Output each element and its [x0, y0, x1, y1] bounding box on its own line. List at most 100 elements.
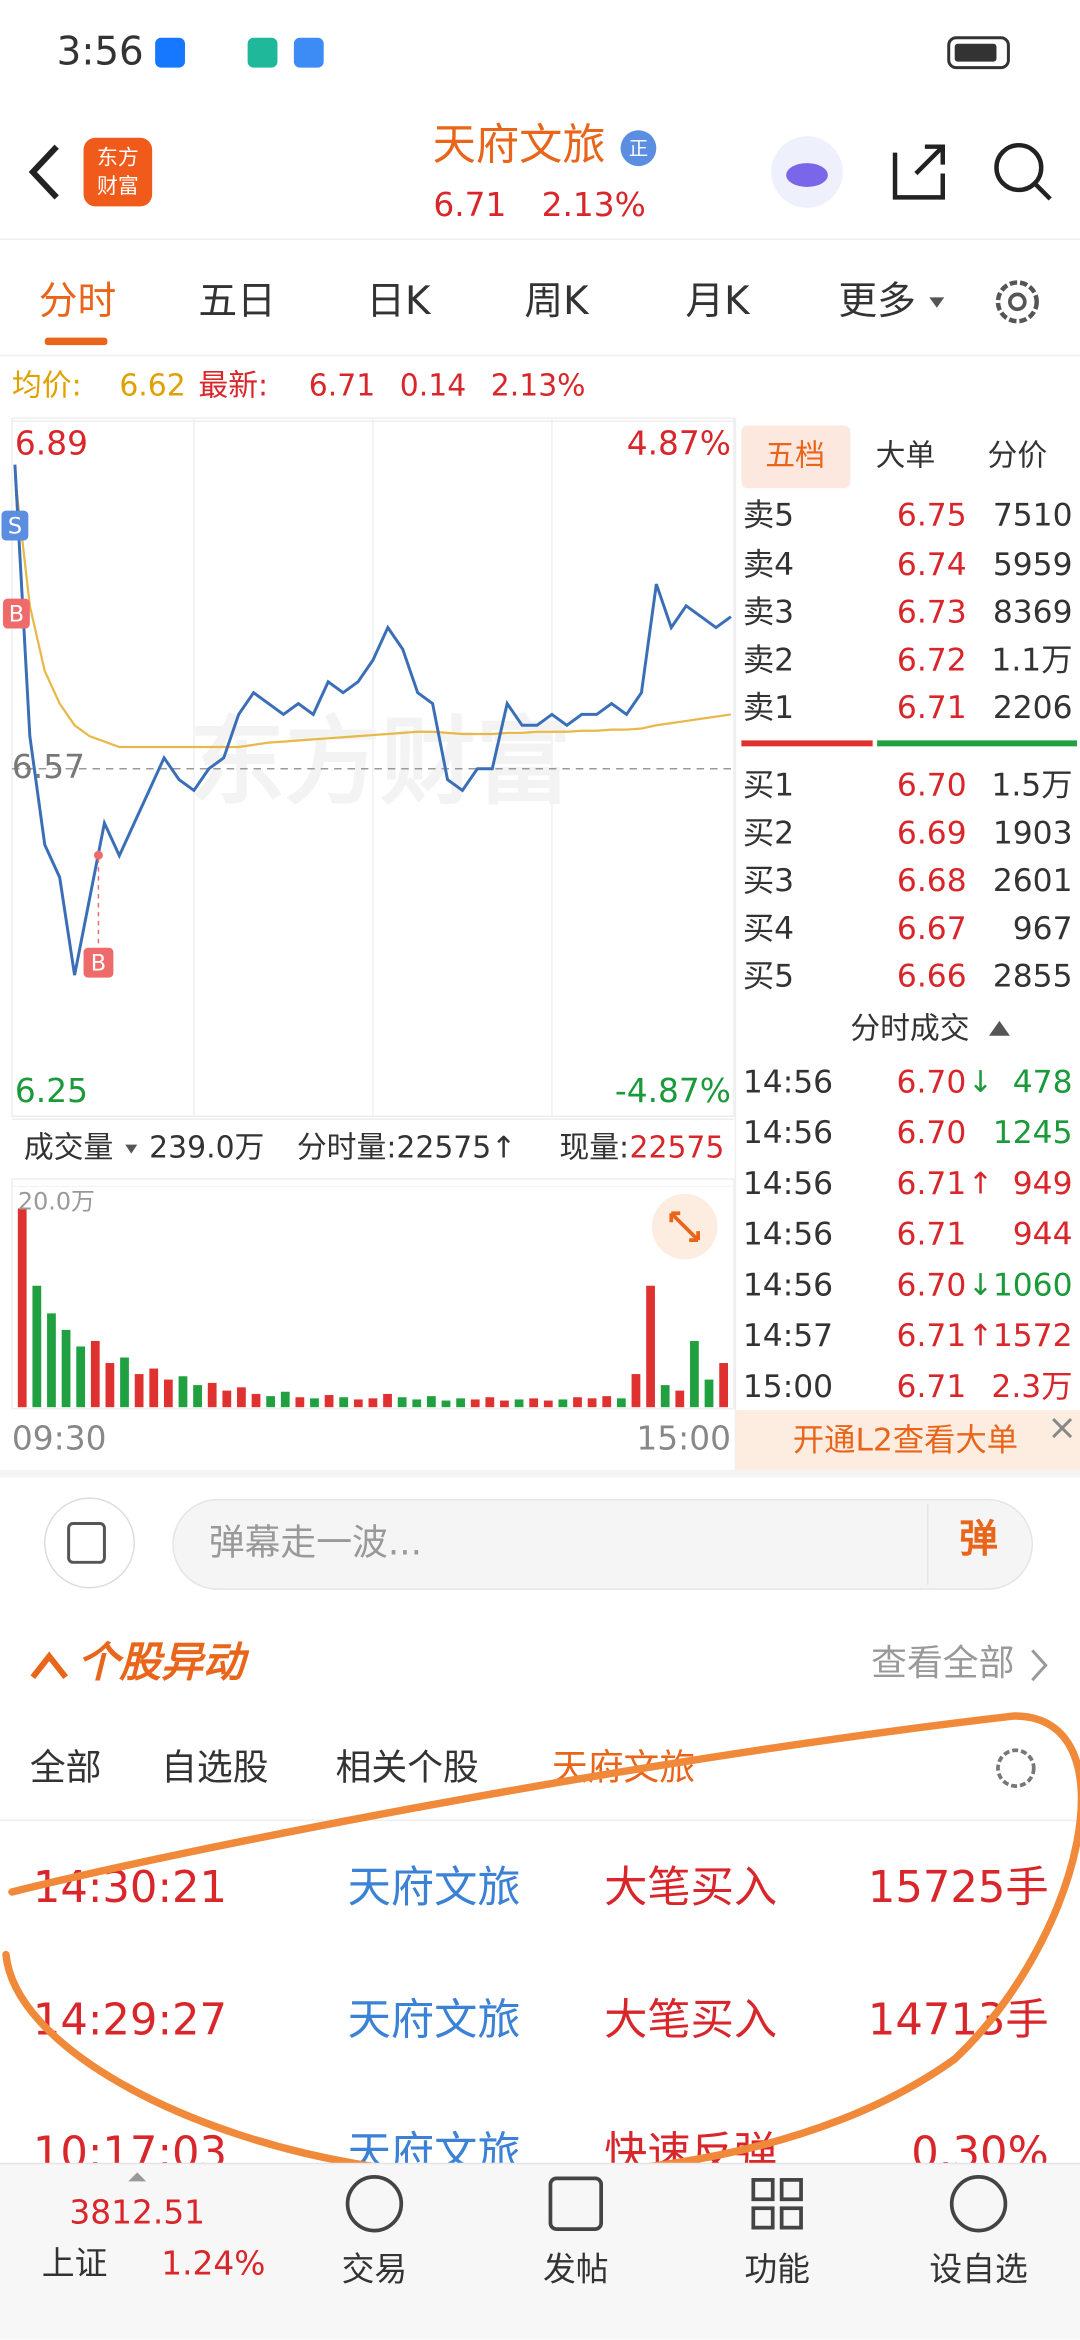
nav-item[interactable]: 交易	[342, 2250, 408, 2288]
book-volume: 1903	[993, 815, 1073, 851]
volume-bar	[90, 1340, 100, 1408]
latest-value: 6.71	[309, 368, 375, 403]
collapse-arrow	[989, 1020, 1010, 1036]
search-icon[interactable]	[994, 142, 1044, 193]
volume-bar	[412, 1399, 422, 1408]
banner-text[interactable]: 开通L2查看大单	[793, 1422, 1018, 1458]
filter-tab[interactable]: 相关个股	[336, 1748, 479, 1789]
event-time: 14:30:21	[33, 1863, 227, 1913]
index-name[interactable]: 上证	[42, 2244, 108, 2282]
volume-bar	[47, 1313, 56, 1408]
stock-title: 天府文旅	[433, 121, 606, 171]
send-danmaku[interactable]: 弹	[959, 1517, 998, 1562]
book-tab[interactable]: 分价	[988, 438, 1048, 473]
trade-price: 6.70	[897, 1115, 967, 1151]
tab[interactable]: 更多	[838, 279, 916, 324]
section-title: 个股异动	[78, 1638, 250, 1687]
event-amount: 14713手	[868, 1996, 1049, 2046]
book-tab[interactable]: 五档	[765, 438, 825, 473]
volume-bar	[441, 1400, 451, 1408]
trade-price: 6.71	[897, 1166, 967, 1202]
volume-tick-label: 20.0万	[18, 1187, 95, 1215]
x-tick-label: 09:30	[12, 1420, 107, 1458]
y-tick-label: 6.57	[12, 748, 85, 786]
book-price: 6.68	[897, 863, 967, 899]
event-stock: 天府文旅	[348, 1863, 521, 1913]
share-icon[interactable]	[892, 144, 945, 200]
view-all[interactable]: 查看全部	[871, 1643, 1014, 1684]
header-change: 2.13%	[542, 186, 646, 224]
danmaku-icon	[67, 1522, 106, 1564]
back-button[interactable]	[28, 144, 59, 200]
volume-bar	[17, 1208, 27, 1408]
search-handle	[1033, 182, 1052, 201]
volume-bar	[310, 1398, 319, 1408]
volume-bar	[529, 1398, 539, 1408]
volume-bar	[280, 1391, 290, 1408]
book-label: 卖2	[743, 642, 794, 678]
volume-label[interactable]: 成交量	[24, 1131, 113, 1166]
trade-price: 6.71	[897, 1369, 967, 1405]
volume-bar	[163, 1379, 173, 1408]
nav-item[interactable]: 功能	[744, 2250, 810, 2288]
trade-marker: B	[91, 951, 106, 977]
settings-icon[interactable]	[995, 280, 1039, 324]
bid-bar	[877, 740, 1078, 747]
filter-tab[interactable]: 全部	[30, 1748, 102, 1789]
hand-drawn-circle	[2, 1712, 1080, 2179]
volume-bar	[426, 1396, 436, 1408]
nav-icon	[751, 2178, 775, 2202]
volume-bar	[616, 1398, 626, 1408]
tab[interactable]: 月K	[685, 279, 751, 324]
comment-input[interactable]	[172, 1498, 1034, 1590]
book-price: 6.66	[897, 959, 967, 995]
event-time: 14:29:27	[33, 1996, 227, 2046]
book-volume: 1.1万	[991, 642, 1072, 678]
book-volume: 2855	[993, 959, 1073, 995]
trade-volume: 1245	[993, 1115, 1073, 1151]
index-pct[interactable]: 1.24%	[161, 2244, 265, 2282]
volume-bar	[587, 1398, 597, 1408]
tab[interactable]: 分时	[39, 279, 117, 324]
close-banner[interactable]	[1052, 1418, 1073, 1439]
volume-bar	[704, 1379, 714, 1408]
dropdown-arrow	[929, 297, 945, 308]
volume-bar	[134, 1374, 144, 1408]
trade-marker: S	[8, 514, 22, 540]
trade-direction: ↑	[968, 1319, 993, 1354]
book-price: 6.72	[897, 642, 967, 678]
banner-bg[interactable]	[735, 1410, 1080, 1470]
logo	[83, 137, 153, 207]
volume-frame	[11, 1178, 735, 1410]
marker-box	[83, 947, 114, 978]
book-label: 卖5	[743, 498, 794, 534]
index-value[interactable]: 3812.51	[69, 2194, 205, 2232]
tab[interactable]: 周K	[524, 279, 590, 324]
volume-bar	[339, 1397, 349, 1408]
volume-bar	[178, 1376, 188, 1408]
watermark: 东方财富	[189, 706, 571, 818]
trades-title[interactable]: 分时成交	[850, 1011, 969, 1046]
danmaku-toggle[interactable]	[44, 1497, 135, 1589]
settings-icon[interactable]	[996, 1748, 1036, 1788]
book-tab[interactable]: 大单	[876, 438, 936, 473]
nav-item[interactable]: 设自选	[929, 2250, 1027, 2288]
collapse-icon[interactable]	[30, 1651, 68, 1680]
book-price: 6.71	[897, 690, 967, 726]
tab[interactable]: 五日	[198, 279, 276, 324]
volume-bar	[295, 1397, 305, 1408]
book-label: 买2	[743, 815, 794, 851]
ask-bar	[741, 740, 873, 747]
nav-item[interactable]: 发帖	[543, 2250, 609, 2288]
bottom-nav	[0, 2163, 1080, 2340]
book-volume: 967	[1013, 911, 1073, 947]
book-price: 6.67	[897, 911, 967, 947]
volume-bar	[646, 1285, 655, 1408]
filter-tab[interactable]: 自选股	[161, 1748, 268, 1789]
nav-icon	[779, 2178, 803, 2202]
y-tick-label: 6.25	[15, 1072, 88, 1110]
tab[interactable]: 日K	[366, 279, 432, 324]
trade-direction: ↓	[968, 1268, 993, 1303]
volume-bar	[675, 1390, 685, 1408]
